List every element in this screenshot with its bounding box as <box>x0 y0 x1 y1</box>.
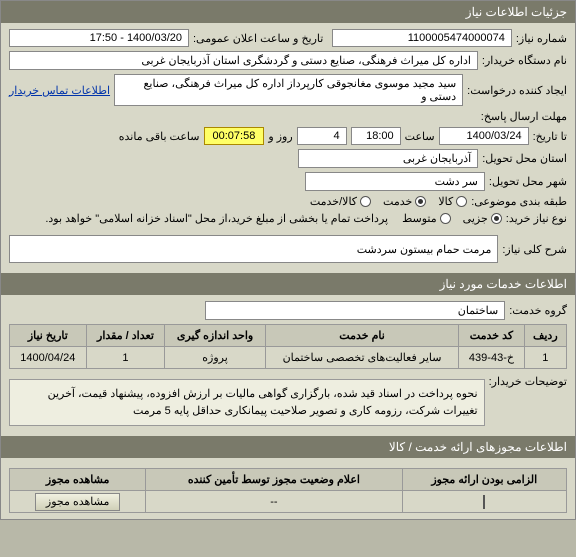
buyer-notes-label: توضیحات خریدار: <box>489 375 567 388</box>
permit-required-cell <box>402 491 566 513</box>
buyer-notes-box: نحوه پرداخت در اسناد قید شده، بارگزاری گ… <box>9 379 485 426</box>
permits-header-row: الزامی بودن ارائه مجوز اعلام وضعیت مجوز … <box>10 469 567 491</box>
radio-khadmat-circle <box>415 196 426 207</box>
section2-title: اطلاعات خدمات مورد نیاز <box>440 277 567 291</box>
days-label: روز و <box>268 130 292 143</box>
radio-kala[interactable]: کالا <box>438 195 467 208</box>
th-0: ردیف <box>524 325 566 347</box>
deadline-date: 1400/03/24 <box>439 127 529 145</box>
permits-row: -- مشاهده مجوز <box>10 491 567 513</box>
until-label: تا تاریخ: <box>533 130 567 143</box>
td-1: خ-43-439 <box>459 347 524 369</box>
section3-header: اطلاعات مجوزهای ارائه خدمت / کالا <box>1 436 575 458</box>
need-desc-label: شرح کلی نیاز: <box>502 243 567 256</box>
main-title: جزئیات اطلاعات نیاز <box>466 5 567 19</box>
th-4: تعداد / مقدار <box>86 325 165 347</box>
td-4: 1 <box>86 347 165 369</box>
radio-kk-circle <box>360 196 371 207</box>
deadline-label: مهلت ارسال پاسخ: <box>481 110 567 123</box>
countdown: 00:07:58 <box>204 127 265 145</box>
need-number-label: شماره نیاز: <box>516 32 567 45</box>
panel-header: جزئیات اطلاعات نیاز <box>1 1 575 23</box>
creator-label: ایجاد کننده درخواست: <box>467 84 567 97</box>
purchase-radio-group: جزیی متوسط <box>402 212 502 225</box>
radio-motevaset-circle <box>440 213 451 224</box>
remain-label: ساعت باقی مانده <box>119 130 200 143</box>
need-desc-field: مرمت حمام بیستون سردشت <box>9 235 498 263</box>
th-3: واحد اندازه گیری <box>165 325 266 347</box>
city-label: شهر محل تحویل: <box>489 175 567 188</box>
radio-kk-label: کالا/خدمت <box>310 195 357 208</box>
services-table: ردیف کد خدمت نام خدمت واحد اندازه گیری ت… <box>9 324 567 369</box>
radio-jozi-circle <box>491 213 502 224</box>
group-label: گروه خدمت: <box>509 304 567 317</box>
announce-field: 1400/03/20 - 17:50 <box>9 29 189 47</box>
group-field: ساختمان <box>205 301 505 320</box>
category-radio-group: کالا خدمت کالا/خدمت <box>310 195 467 208</box>
th-5: تاریخ نیاز <box>10 325 87 347</box>
th-2: نام خدمت <box>265 325 458 347</box>
province-field: آذربایجان غربی <box>298 149 478 168</box>
radio-jozi-label: جزیی <box>463 212 488 225</box>
category-label: طبقه بندی موضوعی: <box>471 195 567 208</box>
deadline-time: 18:00 <box>351 127 401 145</box>
th-1: کد خدمت <box>459 325 524 347</box>
table-header-row: ردیف کد خدمت نام خدمت واحد اندازه گیری ت… <box>10 325 567 347</box>
p-th-1: اعلام وضعیت مجوز توسط تأمین کننده <box>146 469 402 491</box>
permit-checkbox[interactable] <box>483 495 485 509</box>
radio-motevaset-label: متوسط <box>402 212 437 225</box>
radio-motevaset[interactable]: متوسط <box>402 212 451 225</box>
city-field: سر دشت <box>305 172 485 191</box>
td-3: پروژه <box>165 347 266 369</box>
view-permit-button[interactable]: مشاهده مجوز <box>35 493 120 511</box>
permit-view-cell: مشاهده مجوز <box>10 491 146 513</box>
creator-field: سید مجید موسوی مغانجوقی کارپرداز اداره ک… <box>114 74 463 106</box>
radio-kala-khadmat[interactable]: کالا/خدمت <box>310 195 371 208</box>
td-5: 1400/04/24 <box>10 347 87 369</box>
section2-header: اطلاعات خدمات مورد نیاز <box>1 273 575 295</box>
buyer-org-field: اداره کل میراث فرهنگی، صنایع دستی و گردش… <box>9 51 478 70</box>
p-th-0: الزامی بودن ارائه مجوز <box>402 469 566 491</box>
days-field: 4 <box>297 127 347 145</box>
purchase-type-label: نوع نیاز خرید: <box>506 212 567 225</box>
td-2: سایر فعالیت‌های تخصصی ساختمان <box>265 347 458 369</box>
radio-kala-label: کالا <box>438 195 453 208</box>
contact-link[interactable]: اطلاعات تماس خریدار <box>9 84 110 97</box>
table-row: 1 خ-43-439 سایر فعالیت‌های تخصصی ساختمان… <box>10 347 567 369</box>
announce-label: تاریخ و ساعت اعلان عمومی: <box>193 32 323 45</box>
payment-note: پرداخت تمام یا بخشی از مبلغ خرید،از محل … <box>45 212 388 225</box>
p-th-2: مشاهده مجوز <box>10 469 146 491</box>
radio-kala-circle <box>456 196 467 207</box>
province-label: استان محل تحویل: <box>482 152 567 165</box>
radio-jozi[interactable]: جزیی <box>463 212 502 225</box>
permits-table: الزامی بودن ارائه مجوز اعلام وضعیت مجوز … <box>9 468 567 513</box>
buyer-org-label: نام دستگاه خریدار: <box>482 54 567 67</box>
permit-status-cell: -- <box>146 491 402 513</box>
time-label: ساعت <box>405 130 435 143</box>
section3-title: اطلاعات مجوزهای ارائه خدمت / کالا <box>389 440 567 454</box>
radio-khadmat[interactable]: خدمت <box>383 195 426 208</box>
need-number-field: 1100005474000074 <box>332 29 512 47</box>
radio-khadmat-label: خدمت <box>383 195 412 208</box>
td-0: 1 <box>524 347 566 369</box>
